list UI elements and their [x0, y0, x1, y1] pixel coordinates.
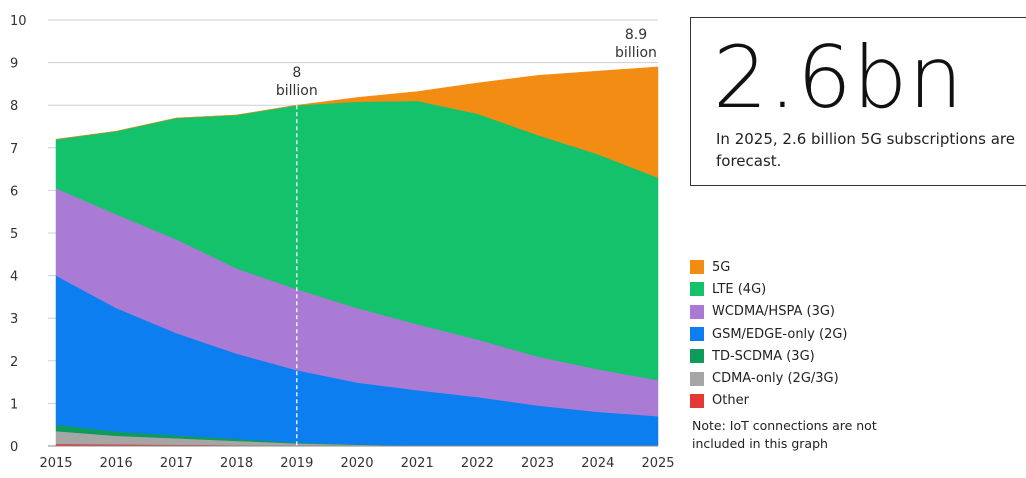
y-tick-label: 10 — [10, 14, 27, 29]
legend-item-gsm: GSM/EDGE-only (2G) — [690, 323, 990, 345]
chart-legend: 5G LTE (4G) WCDMA/HSPA (3G) GSM/EDGE-onl… — [690, 256, 990, 412]
annotation-value: 8 — [292, 65, 301, 81]
annotation-label: billion — [615, 45, 657, 61]
legend-item-5g: 5G — [690, 256, 990, 278]
kpi-box: 2.6bn In 2025, 2.6 billion 5G subscripti… — [690, 17, 1026, 186]
x-tick-label: 2017 — [160, 456, 193, 471]
area-5g — [55, 66, 659, 178]
x-tick-label: 2025 — [641, 456, 674, 471]
legend-item-other: Other — [690, 390, 990, 412]
x-tick-label: 2023 — [521, 456, 554, 471]
x-tick-label: 2015 — [39, 456, 72, 471]
legend-label: LTE (4G) — [712, 281, 767, 297]
kpi-text: In 2025, 2.6 billion 5G subscriptions ar… — [716, 130, 1015, 170]
legend-item-lte: LTE (4G) — [690, 278, 990, 300]
y-tick-label: 1 — [10, 397, 18, 412]
y-tick-label: 8 — [10, 99, 18, 114]
subscriptions-area-chart: 0 1 2 3 4 5 6 7 8 9 10 2015 2016 2017 2018 2019 2020 2021… — [10, 14, 675, 471]
legend-label: GSM/EDGE-only (2G) — [712, 326, 848, 342]
x-tick-label: 2024 — [581, 456, 614, 471]
y-tick-label: 4 — [10, 270, 18, 285]
y-tick-label: 3 — [10, 312, 18, 327]
kpi-value: 2.6bn — [713, 28, 964, 128]
y-tick-label: 5 — [10, 227, 18, 242]
legend-label: 5G — [712, 259, 731, 275]
y-tick-label: 2 — [10, 355, 18, 370]
legend-item-tdscdma: TD-SCDMA (3G) — [690, 345, 990, 367]
legend-swatch — [690, 349, 704, 364]
x-tick-label: 2022 — [461, 456, 494, 471]
annotation-value: 8.9 — [625, 27, 647, 43]
annotation-label: billion — [276, 83, 318, 99]
chart-note: Note: IoT connections are not included i… — [692, 418, 877, 451]
y-tick-label: 0 — [10, 440, 18, 455]
x-tick-label: 2021 — [401, 456, 434, 471]
legend-swatch — [690, 327, 704, 342]
legend-label: WCDMA/HSPA (3G) — [712, 304, 835, 320]
x-tick-label: 2020 — [340, 456, 373, 471]
legend-swatch — [690, 393, 704, 408]
legend-swatch — [690, 371, 704, 386]
legend-swatch — [690, 260, 704, 275]
legend-swatch — [690, 282, 704, 297]
y-tick-label: 7 — [10, 142, 18, 157]
x-tick-label: 2019 — [280, 456, 313, 471]
legend-label: TD-SCDMA (3G) — [712, 348, 815, 364]
x-tick-label: 2016 — [100, 456, 133, 471]
legend-label: CDMA-only (2G/3G) — [712, 371, 839, 387]
y-tick-label: 9 — [10, 57, 18, 72]
legend-label: Other — [712, 393, 749, 409]
x-tick-label: 2018 — [220, 456, 253, 471]
y-tick-label: 6 — [10, 184, 18, 199]
legend-swatch — [690, 304, 704, 319]
legend-item-wcdma: WCDMA/HSPA (3G) — [690, 301, 990, 323]
legend-item-cdma: CDMA-only (2G/3G) — [690, 367, 990, 389]
